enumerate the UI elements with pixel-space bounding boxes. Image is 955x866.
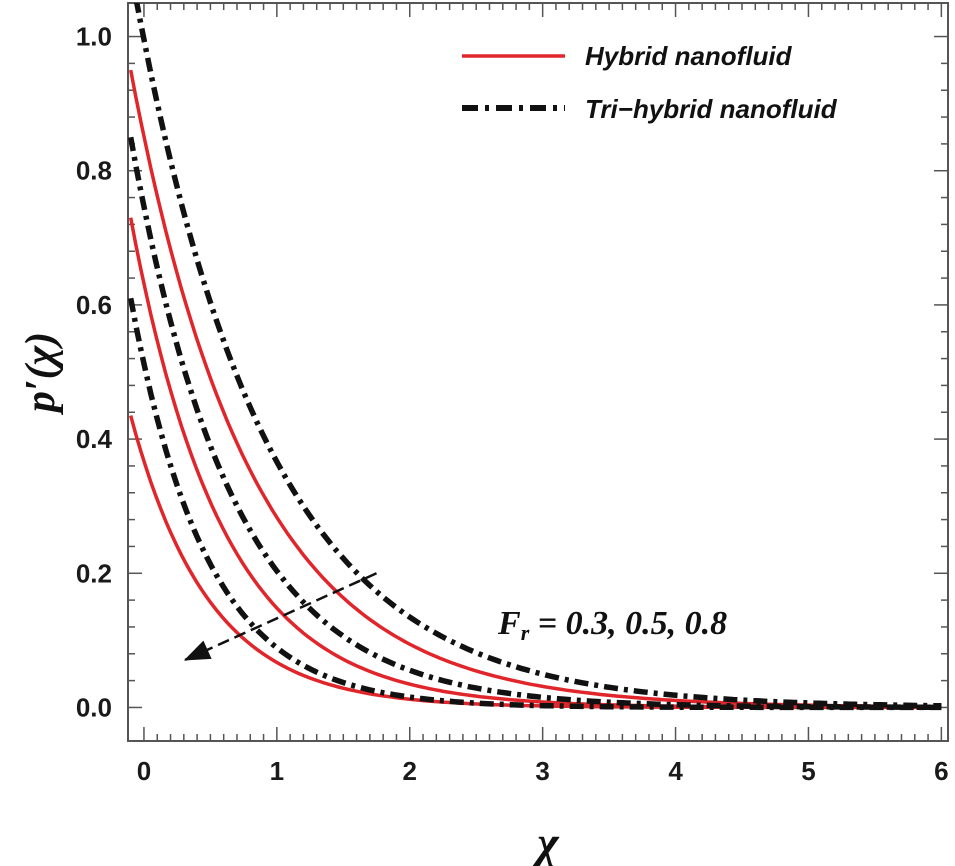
annotation-symbol: F <box>497 605 521 642</box>
trend-arrow <box>183 572 378 662</box>
arrow-shaft <box>183 572 378 662</box>
annotation-values: = 0.3, 0.5, 0.8 <box>529 605 727 642</box>
tick-labels: 0 1 2 3 4 5 6 0.0 0.2 0.4 0.6 0.8 1.0 <box>76 22 949 786</box>
trihybrid-curve-3 <box>134 3 942 709</box>
legend-label-trihybrid: Tri−hybrid nanofluid <box>585 94 838 124</box>
series-group <box>128 3 942 711</box>
y-axis-label: p′(χ) <box>18 332 64 415</box>
x-tick-label: 3 <box>535 756 549 786</box>
y-tick-label: 0.0 <box>76 692 112 722</box>
plot-frame <box>127 2 949 742</box>
x-tick-label: 0 <box>137 756 151 786</box>
arrow-head <box>183 640 212 661</box>
trihybrid-curve-4 <box>128 136 942 710</box>
x-tick-label: 2 <box>403 756 417 786</box>
y-tick-label: 0.4 <box>76 424 113 454</box>
x-tick-label: 4 <box>668 756 683 786</box>
x-tick-label: 6 <box>934 756 948 786</box>
curves <box>128 3 942 711</box>
legend: Hybrid nanofluid Tri−hybrid nanofluid <box>462 41 838 124</box>
y-tick-label: 0.6 <box>76 290 112 320</box>
hybrid-curve-2 <box>129 415 942 710</box>
parameter-annotation: Fr = 0.3, 0.5, 0.8 <box>497 605 727 645</box>
annotation-subscript: r <box>521 620 530 645</box>
y-tick-label: 0.2 <box>76 558 112 588</box>
x-tick-label: 5 <box>801 756 815 786</box>
legend-label-hybrid: Hybrid nanofluid <box>585 41 793 71</box>
y-tick-label: 1.0 <box>76 22 112 52</box>
trihybrid-curve-5 <box>128 297 942 711</box>
x-tick-label: 1 <box>270 756 284 786</box>
x-axis-label: χ <box>531 817 560 866</box>
y-tick-label: 0.8 <box>76 156 112 186</box>
ticks <box>128 3 948 741</box>
